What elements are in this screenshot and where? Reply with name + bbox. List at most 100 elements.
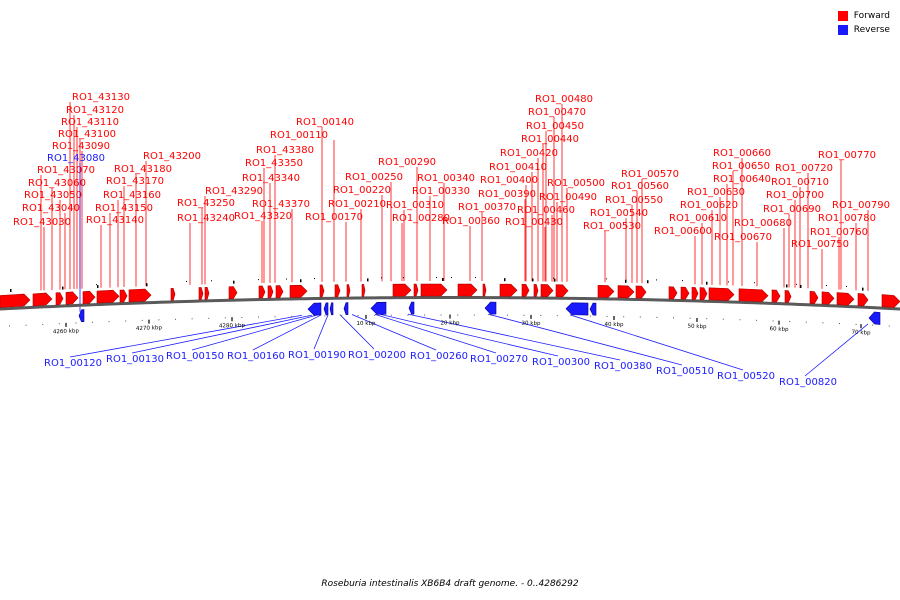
- scale-tick-label: 60 kbp: [769, 326, 789, 333]
- gene-label-RO1_00390: RO1_00390: [478, 189, 536, 200]
- gene-label-RO1_00600: RO1_00600: [654, 226, 712, 237]
- feature-mark: [233, 280, 235, 284]
- gene-label-RO1_00150: RO1_00150: [166, 351, 224, 362]
- gene-label-RO1_00140: RO1_00140: [296, 117, 354, 128]
- forward-gene: [289, 284, 308, 298]
- gene-label-RO1_00680: RO1_00680: [734, 218, 792, 229]
- minor-tick: [357, 314, 359, 316]
- minor-tick: [490, 314, 492, 316]
- leader-line: [804, 323, 869, 377]
- minor-tick: [523, 314, 525, 316]
- feature-mark: [10, 288, 12, 292]
- feature-dot: [553, 277, 554, 279]
- gene-label-RO1_00280: RO1_00280: [392, 213, 450, 224]
- minor-tick: [25, 324, 27, 326]
- minor-tick: [324, 315, 326, 317]
- gene-label-RO1_00310: RO1_00310: [386, 200, 444, 211]
- gene-label-RO1_00660: RO1_00660: [713, 148, 771, 159]
- gene-label-RO1_43030: RO1_43030: [13, 217, 71, 228]
- minor-tick: [872, 324, 874, 326]
- minor-tick: [75, 322, 77, 324]
- forward-gene: [170, 287, 176, 301]
- minor-tick: [191, 318, 193, 320]
- leader-line: [351, 314, 437, 351]
- gene-label-RO1_00370: RO1_00370: [458, 202, 516, 213]
- feature-mark: [786, 284, 788, 288]
- minor-tick: [42, 323, 44, 325]
- forward-gene: [96, 289, 120, 304]
- leader-line: [487, 313, 683, 366]
- forward-gene: [771, 289, 781, 303]
- gene-label-RO1_00780: RO1_00780: [818, 213, 876, 224]
- minor-tick: [789, 321, 791, 323]
- feature-mark: [367, 278, 369, 282]
- gene-label-RO1_00250: RO1_00250: [345, 172, 403, 183]
- scale-tick-label: 4260 kbp: [53, 328, 80, 335]
- gene-label-RO1_43070: RO1_43070: [37, 165, 95, 176]
- minor-tick: [739, 319, 741, 321]
- scale-tick-label: 10 kbp: [357, 321, 376, 327]
- forward-gene: [198, 287, 204, 300]
- forward-gene: [420, 283, 448, 297]
- reverse-gene: [408, 301, 415, 315]
- reverse-gene: [343, 302, 349, 315]
- minor-tick: [224, 317, 226, 319]
- minor-tick: [839, 323, 840, 325]
- feature-dot: [286, 278, 287, 280]
- minor-tick: [656, 316, 658, 318]
- minor-tick: [274, 316, 276, 318]
- reverse-gene: [589, 302, 597, 316]
- feature-mark: [625, 279, 627, 283]
- gene-label-RO1_00710: RO1_00710: [771, 177, 829, 188]
- forward-gene: [361, 284, 366, 297]
- feature-mark: [62, 286, 64, 290]
- gene-label-RO1_43150: RO1_43150: [95, 203, 153, 214]
- forward-gene: [128, 288, 152, 303]
- feature-dot: [682, 280, 683, 282]
- leader-line: [131, 314, 313, 354]
- gene-label-RO1_00760: RO1_00760: [810, 227, 868, 238]
- minor-tick: [424, 314, 425, 316]
- feature-mark: [146, 283, 148, 287]
- feature-dot: [796, 283, 797, 285]
- gene-label-RO1_00170: RO1_00170: [305, 212, 363, 223]
- reverse-gene: [329, 302, 334, 316]
- minor-tick: [390, 314, 392, 316]
- forward-gene: [65, 291, 79, 305]
- forward-gene: [555, 284, 569, 298]
- feature-mark: [97, 285, 99, 289]
- leader-line: [313, 314, 329, 350]
- reverse-gene: [78, 309, 85, 323]
- minor-tick: [407, 314, 409, 316]
- leader-line: [339, 314, 375, 350]
- gene-label-RO1_00720: RO1_00720: [775, 163, 833, 174]
- forward-gene: [32, 292, 53, 307]
- minor-tick: [606, 315, 608, 317]
- leader-line: [407, 313, 621, 361]
- scale-tick-label: 4280 kbp: [219, 323, 246, 330]
- forward-gene: [392, 283, 412, 297]
- feature-dot: [728, 281, 729, 283]
- feature-dot: [606, 278, 607, 280]
- forward-gene: [319, 284, 325, 298]
- gene-label-RO1_43340: RO1_43340: [242, 173, 300, 184]
- feature-mark: [862, 287, 864, 291]
- reverse-gene: [484, 301, 497, 315]
- reverse-gene: [370, 301, 387, 315]
- forward-gene: [413, 283, 419, 297]
- forward-gene: [668, 286, 678, 300]
- gene-label-RO1_00690: RO1_00690: [763, 204, 821, 215]
- gene-label-RO1_00360: RO1_00360: [442, 216, 500, 227]
- minor-tick: [639, 316, 641, 318]
- gene-label-RO1_43040: RO1_43040: [22, 203, 80, 214]
- gene-label-RO1_00210: RO1_00210: [328, 199, 386, 210]
- feature-dot: [381, 277, 382, 279]
- minor-tick: [374, 314, 376, 316]
- feature-dot: [314, 278, 315, 280]
- feature-mark: [442, 278, 444, 282]
- minor-tick: [307, 315, 309, 317]
- reverse-gene: [323, 302, 329, 316]
- minor-tick: [623, 316, 625, 318]
- gene-label-RO1_00160: RO1_00160: [227, 351, 285, 362]
